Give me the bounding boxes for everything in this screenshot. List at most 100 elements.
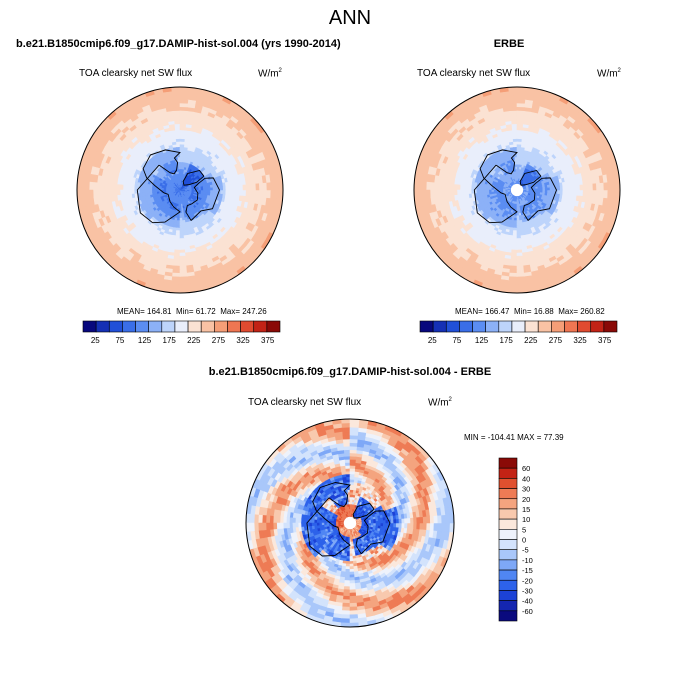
map-cell (173, 258, 181, 263)
map-cell (171, 91, 181, 97)
map-cell (179, 114, 187, 119)
map-cell (179, 157, 184, 161)
main-title: ANN (328, 7, 372, 29)
map-cell (173, 117, 181, 122)
map-cell (516, 99, 526, 105)
map-cell (179, 110, 188, 116)
map-cell (120, 184, 125, 191)
map-cell (179, 272, 188, 277)
coastline (182, 169, 205, 186)
map-cell (235, 184, 240, 191)
panel1-units: W/m2 (258, 68, 282, 79)
map-cell (172, 268, 181, 274)
map-cell (508, 91, 518, 97)
map-cell (457, 189, 462, 196)
map-cell (172, 272, 181, 277)
map-cell (433, 182, 439, 191)
map-cell (85, 189, 91, 199)
panel2-units-exp: 2 (617, 68, 621, 74)
map-cell (516, 154, 521, 158)
map-cell (437, 189, 443, 198)
map-cell (269, 189, 275, 199)
map-cell (516, 106, 525, 112)
map-cell (516, 275, 526, 281)
map-cell (173, 261, 181, 266)
map-cell (100, 182, 106, 191)
panel1-subtitle: TOA clearsky net SW flux (79, 68, 193, 79)
panel1-stats: MEAN= 164.81 Min= 61.72 Max= 247.26 (117, 307, 267, 316)
map-cell (516, 258, 524, 263)
map-cell (89, 181, 95, 191)
map-cell (516, 261, 524, 266)
map-cell (248, 189, 253, 197)
map-cell (599, 182, 604, 191)
map-border (76, 86, 284, 294)
panel1-min: Min= 61.72 (175, 307, 216, 316)
panel3-minmax: MIN = -104.41 MAX = 77.39 (464, 433, 564, 442)
map-cell (516, 264, 525, 270)
map-cell (606, 181, 612, 191)
map-cell (610, 181, 616, 191)
map-cell (245, 183, 250, 191)
map-cell (85, 181, 91, 191)
map-cell (174, 130, 181, 135)
map-cell (481, 186, 485, 191)
map-cell (100, 189, 106, 198)
map-cell (251, 189, 256, 197)
map-cell (179, 91, 189, 97)
coastline (185, 177, 220, 221)
map-cell (265, 181, 271, 191)
map-cell (254, 189, 260, 198)
map-cell (430, 182, 435, 191)
map-cell (516, 251, 524, 256)
map-cell (516, 178, 519, 182)
panel3-units-exp: 2 (448, 397, 452, 403)
map-cell (172, 103, 181, 108)
map-cell (248, 183, 253, 191)
map-cell (588, 189, 593, 197)
map-cell (179, 130, 186, 135)
panel1-max: Max= 247.26 (220, 307, 267, 316)
map-cell (433, 189, 439, 198)
map-cell (262, 182, 267, 191)
map-cell (508, 95, 518, 101)
map-cell (516, 91, 526, 97)
map-cell (179, 275, 189, 281)
map-cell (179, 95, 189, 101)
map-cell (451, 189, 456, 197)
map-cell (444, 183, 449, 191)
map-cell (179, 261, 187, 266)
map-cell (179, 124, 187, 129)
map-cell (510, 255, 518, 260)
map-cell (235, 189, 240, 196)
map-cell (585, 189, 590, 197)
map-cell (447, 183, 452, 191)
map-cell (273, 189, 279, 199)
panel2-units: W/m2 (597, 68, 621, 79)
map-cell (510, 120, 518, 125)
map-cell (107, 189, 112, 197)
map-cell (179, 258, 187, 263)
map-cell (179, 154, 184, 158)
map-cell (176, 219, 181, 223)
panel2-polar-map (413, 86, 621, 294)
map-cell (172, 264, 181, 270)
map-cell (93, 189, 98, 198)
map-cell (179, 268, 188, 274)
map-cell (179, 120, 187, 125)
map-cell (147, 186, 151, 191)
panel2-min: Min= 16.88 (513, 307, 554, 316)
panel3-subtitle: TOA clearsky net SW flux (248, 397, 362, 408)
panel1-polar-map (76, 86, 284, 294)
map-cell (513, 219, 518, 223)
map-cell (171, 275, 181, 281)
map-cell (516, 110, 525, 116)
map-cell (509, 106, 518, 112)
map-cell (179, 279, 189, 285)
map-cell (516, 114, 524, 119)
map-cell (179, 251, 187, 256)
panel1-units-exp: 2 (278, 68, 282, 74)
map-cell (546, 189, 550, 194)
panel2-title: ERBE (493, 38, 525, 50)
panel2-subtitle: TOA clearsky net SW flux (417, 68, 531, 79)
